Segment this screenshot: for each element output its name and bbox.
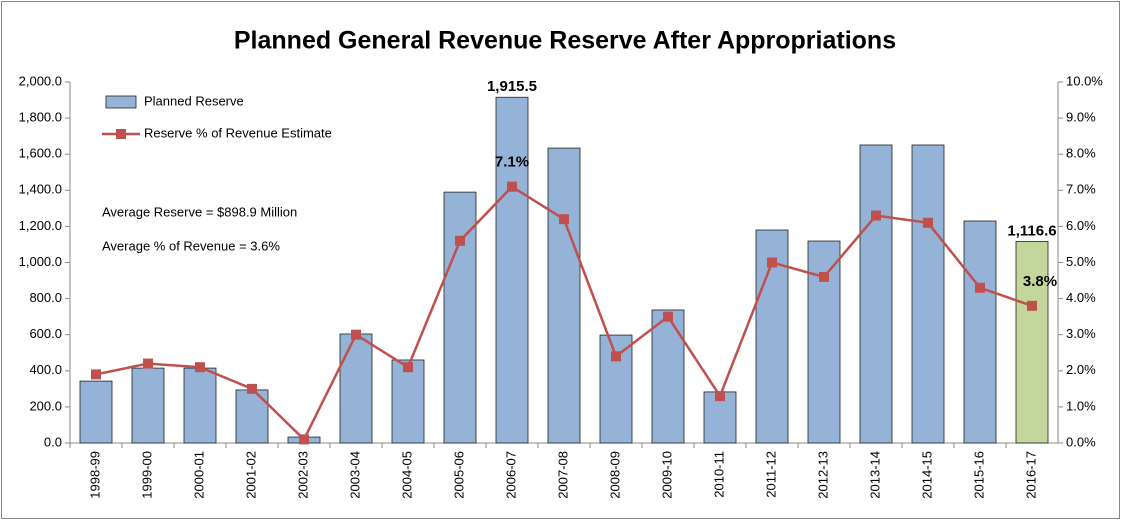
x-tick-label: 2015-16 — [971, 451, 986, 499]
y2-tick-label: 7.0% — [1066, 182, 1096, 197]
bar — [495, 96, 529, 444]
y-tick-label: 800.0 — [29, 290, 62, 305]
bar — [235, 389, 269, 444]
data-label: 7.1% — [495, 154, 529, 171]
marker — [507, 181, 517, 192]
x-tick-label: 2016-17 — [1023, 451, 1038, 499]
x-tick-label: 2005-06 — [451, 451, 466, 499]
x-tick-label: 2002-03 — [295, 451, 310, 499]
bar — [599, 334, 633, 444]
y-tick-label: 2,000.0 — [19, 73, 62, 88]
data-label: 3.8% — [1023, 273, 1057, 290]
legend-label: Reserve % of Revenue Estimate — [144, 125, 332, 140]
y2-tick-label: 0.0% — [1066, 434, 1096, 449]
x-tick-label: 2013-14 — [867, 451, 882, 499]
y2-tick-label: 9.0% — [1066, 110, 1096, 125]
x-tick-label: 2014-15 — [919, 451, 934, 499]
marker — [663, 311, 673, 322]
bar — [131, 367, 165, 444]
x-tick-label: 2001-02 — [243, 451, 258, 499]
marker — [455, 235, 465, 246]
legend-swatch — [116, 129, 126, 139]
y2-tick-label: 1.0% — [1066, 398, 1096, 413]
marker — [247, 383, 257, 394]
bar — [963, 220, 997, 444]
x-tick-label: 2011-12 — [763, 451, 778, 498]
marker — [195, 362, 205, 373]
bar — [547, 147, 581, 444]
marker — [871, 210, 881, 221]
x-tick-label: 2009-10 — [659, 451, 674, 499]
marker — [299, 434, 309, 445]
bar — [911, 144, 945, 444]
data-label: 1,915.5 — [487, 78, 537, 95]
y2-tick-label: 5.0% — [1066, 254, 1096, 269]
annotation: Average % of Revenue = 3.6% — [102, 238, 280, 253]
marker — [975, 282, 985, 293]
chart-title: Planned General Revenue Reserve After Ap… — [234, 27, 896, 55]
y2-tick-label: 8.0% — [1066, 146, 1096, 161]
x-tick-label: 2000-01 — [191, 451, 206, 499]
marker — [819, 271, 829, 282]
marker — [559, 214, 569, 225]
x-tick-label: 2003-04 — [347, 451, 362, 499]
bar — [339, 333, 373, 444]
bar — [183, 367, 217, 444]
y-tick-label: 0.0 — [44, 434, 62, 449]
bar — [859, 144, 893, 444]
y-tick-label: 400.0 — [29, 362, 62, 377]
bar — [1015, 241, 1049, 444]
bar — [651, 309, 685, 444]
marker — [351, 329, 361, 340]
marker — [767, 257, 777, 268]
y-tick-label: 1,400.0 — [19, 182, 62, 197]
y2-tick-label: 6.0% — [1066, 218, 1096, 233]
bar — [807, 240, 841, 444]
x-tick-label: 2007-08 — [555, 451, 570, 499]
marker — [91, 369, 101, 380]
marker — [715, 391, 725, 402]
x-tick-label: 1998-99 — [87, 451, 102, 499]
x-tick-label: 2010-11 — [711, 451, 726, 498]
y2-tick-label: 10.0% — [1066, 73, 1103, 88]
marker — [611, 351, 621, 362]
x-tick-label: 2006-07 — [503, 451, 518, 499]
marker — [403, 362, 413, 373]
marker — [1027, 300, 1037, 311]
y-tick-label: 200.0 — [29, 398, 62, 413]
y-tick-label: 1,000.0 — [19, 254, 62, 269]
annotation: Average Reserve = $898.9 Million — [102, 204, 297, 219]
y-tick-label: 600.0 — [29, 326, 62, 341]
x-tick-label: 2008-09 — [607, 451, 622, 499]
y-tick-label: 1,200.0 — [19, 218, 62, 233]
y-tick-label: 1,600.0 — [19, 146, 62, 161]
y2-tick-label: 3.0% — [1066, 326, 1096, 341]
marker — [923, 217, 933, 228]
bar — [443, 191, 477, 444]
x-tick-label: 2012-13 — [815, 451, 830, 499]
legend-swatch — [105, 95, 137, 109]
y2-tick-label: 2.0% — [1066, 362, 1096, 377]
bar — [79, 380, 113, 444]
x-tick-label: 2004-05 — [399, 451, 414, 499]
y-tick-label: 1,800.0 — [19, 110, 62, 125]
legend-label: Planned Reserve — [144, 93, 244, 108]
y2-tick-label: 4.0% — [1066, 290, 1096, 305]
bar — [391, 359, 425, 444]
data-label: 1,116.6 — [1007, 222, 1056, 239]
marker — [143, 358, 153, 369]
x-tick-label: 1999-00 — [139, 451, 154, 499]
